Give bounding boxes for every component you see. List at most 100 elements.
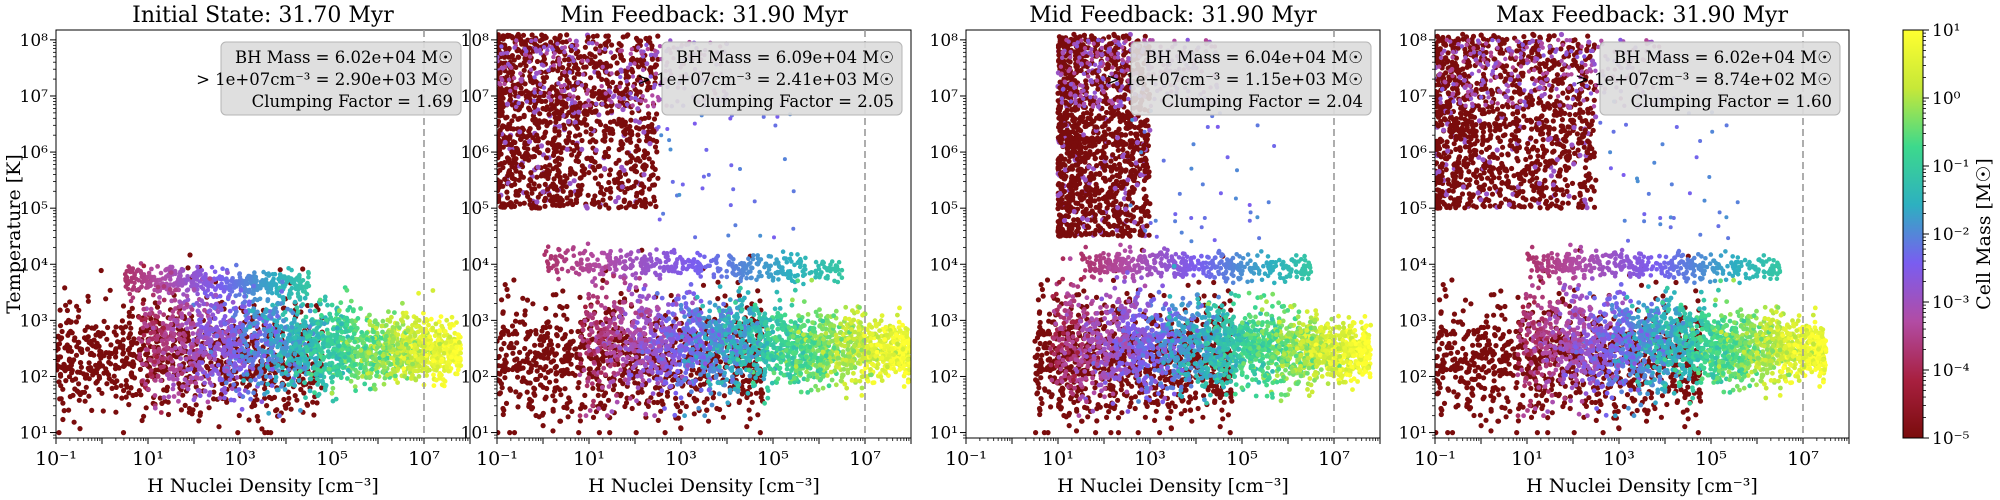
scatter-point [77, 346, 83, 352]
scatter-point [138, 285, 144, 290]
scatter-point [512, 318, 519, 324]
scatter-point [497, 370, 501, 376]
scatter-point [225, 270, 230, 276]
scatter-point [414, 346, 420, 351]
scatter-point [547, 324, 553, 330]
scatter-point [242, 289, 247, 295]
scatter-point [679, 400, 685, 406]
scatter-point [321, 340, 326, 346]
scatter-point [602, 149, 608, 155]
scatter-point [636, 126, 642, 132]
scatter-point [123, 394, 129, 400]
scatter-point [562, 386, 568, 392]
scatter-point [700, 282, 707, 288]
scatter-point [517, 366, 523, 372]
scatter-point [409, 355, 414, 361]
scatter-point [198, 319, 203, 325]
scatter-point [293, 341, 299, 347]
scatter-point [512, 357, 518, 363]
scatter-point [160, 321, 166, 326]
scatter-point [86, 393, 92, 399]
scatter-point [131, 375, 138, 381]
scatter-point [66, 358, 72, 364]
scatter-point [198, 376, 204, 381]
scatter-point [313, 371, 319, 377]
scatter-point [413, 320, 418, 325]
scatter-point [206, 392, 212, 398]
scatter-point [390, 325, 396, 330]
scatter-point [285, 352, 291, 358]
scatter-point [187, 252, 193, 258]
scatter-point [293, 277, 298, 282]
scatter-point [121, 387, 127, 394]
scatter-point [139, 271, 144, 276]
scatter-point [287, 295, 292, 300]
scatter-point [275, 313, 280, 319]
scatter-point [547, 162, 553, 168]
scatter-point [283, 370, 289, 375]
scatter-point [367, 386, 373, 392]
scatter-point [207, 343, 213, 349]
scatter-point [648, 395, 654, 401]
scatter-point [349, 335, 355, 341]
y-tick-label: 10⁸ [20, 31, 49, 51]
scatter-point [62, 285, 68, 291]
scatter-point [530, 301, 536, 307]
scatter-point [85, 293, 91, 299]
scatter-point [234, 325, 240, 330]
scatter-point [69, 370, 75, 376]
scatter-point [443, 340, 449, 346]
scatter-point [212, 305, 217, 311]
scatter-point [201, 350, 207, 356]
scatter-point [595, 382, 601, 388]
scatter-point [316, 391, 322, 397]
scatter-point [532, 342, 538, 348]
scatter-point [175, 350, 181, 356]
scatter-point [148, 274, 154, 280]
scatter-point [329, 379, 335, 385]
scatter-point [553, 312, 559, 318]
scatter-point [109, 385, 115, 391]
scatter-point [562, 334, 568, 340]
scatter-point [108, 342, 114, 348]
scatter-point [532, 354, 539, 360]
scatter-point [394, 350, 400, 356]
scatter-point [289, 324, 295, 330]
scatter-point [164, 340, 170, 346]
scatter-point [191, 287, 197, 292]
scatter-point [292, 351, 298, 357]
scatter-point [259, 362, 265, 368]
scatter-points [56, 252, 464, 436]
scatter-point [154, 304, 161, 310]
scatter-point [286, 395, 292, 401]
scatter-point [241, 378, 247, 383]
scatter-point [185, 297, 191, 303]
scatter-point [545, 147, 551, 153]
scatter-point [497, 430, 501, 436]
scatter-point [138, 392, 144, 398]
scatter-point [60, 416, 66, 423]
scatter-point [266, 356, 272, 362]
scatter-point [278, 357, 284, 363]
scatter-point [543, 375, 549, 381]
scatter-point [416, 374, 422, 379]
scatter-point [64, 307, 70, 314]
y-tick-label: 10³ [20, 311, 48, 331]
scatter-point [223, 284, 228, 290]
scatter-point [330, 326, 336, 332]
scatter-point [76, 381, 82, 387]
scatter-point [513, 389, 519, 395]
scatter-point [205, 373, 210, 379]
scatter-point [128, 385, 134, 391]
scatter-point [277, 341, 283, 347]
scatter-point [193, 380, 199, 386]
scatter-point [201, 275, 206, 281]
scatter-point [109, 350, 115, 357]
scatter-point [351, 331, 357, 337]
scatter-point [576, 430, 582, 436]
scatter-point [317, 347, 323, 353]
scatter-point [264, 403, 270, 409]
scatter-point [545, 369, 551, 375]
scatter-point [126, 402, 132, 408]
scatter-point [244, 354, 249, 360]
